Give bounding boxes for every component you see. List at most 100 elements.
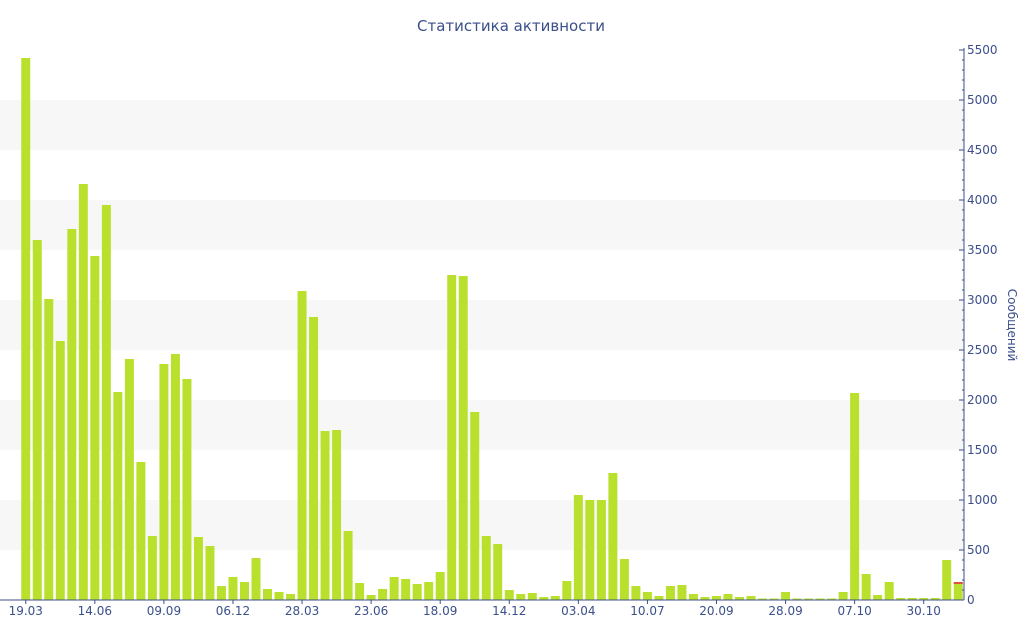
- y-axis-label: Сообщений: [1005, 289, 1019, 362]
- bar: [596, 500, 606, 600]
- bar: [78, 184, 88, 600]
- y-tick-label: 2500: [967, 343, 998, 357]
- bar: [735, 597, 744, 600]
- bar: [700, 597, 710, 600]
- grid-band: [0, 100, 964, 150]
- bar-highlight-mark: [953, 582, 963, 584]
- y-tick-label: 5500: [967, 43, 998, 57]
- bar: [769, 598, 779, 600]
- bar: [573, 495, 583, 600]
- bar: [804, 598, 814, 600]
- bar: [723, 594, 733, 600]
- bar: [781, 592, 791, 600]
- y-tick-label: 500: [967, 543, 990, 557]
- bar: [228, 577, 238, 600]
- y-tick-label: 4500: [967, 143, 998, 157]
- bar: [182, 379, 192, 600]
- x-tick-label: 10.07: [630, 604, 664, 618]
- bar: [827, 598, 837, 600]
- grid-band: [0, 300, 964, 350]
- bar: [850, 393, 860, 600]
- y-tick-label: 0: [967, 593, 975, 607]
- bar: [32, 240, 42, 600]
- bar: [562, 581, 572, 600]
- bar: [136, 462, 146, 600]
- x-tick-label: 03.04: [561, 604, 595, 618]
- bar: [838, 592, 848, 600]
- bar: [654, 596, 664, 600]
- bar: [608, 473, 618, 600]
- bar: [274, 592, 284, 600]
- bar: [792, 598, 802, 600]
- bar: [90, 256, 100, 600]
- bar: [124, 359, 134, 600]
- bar: [539, 597, 549, 600]
- bar: [101, 205, 111, 600]
- bar: [470, 412, 480, 600]
- bar: [170, 354, 180, 600]
- grid-bands: [0, 100, 964, 550]
- bar: [677, 585, 687, 600]
- bar: [516, 594, 526, 600]
- bar: [550, 596, 560, 600]
- grid-band: [0, 200, 964, 250]
- bar: [631, 586, 641, 600]
- x-tick-label: 20.09: [699, 604, 733, 618]
- bar: [205, 546, 215, 600]
- y-tick-label: 4000: [967, 193, 998, 207]
- y-tick-label: 3000: [967, 293, 998, 307]
- bar: [504, 590, 514, 600]
- bar: [665, 586, 675, 600]
- bar: [907, 598, 917, 600]
- x-tick-label: 30.10: [907, 604, 941, 618]
- bar: [527, 593, 537, 600]
- bars: [21, 58, 963, 600]
- bar: [240, 582, 249, 600]
- bar: [159, 364, 169, 600]
- x-tick-label: 19.03: [9, 604, 43, 618]
- x-tick-label: 07.10: [837, 604, 871, 618]
- bar: [585, 500, 595, 600]
- bar: [193, 537, 203, 600]
- bar: [343, 531, 353, 600]
- bar: [758, 598, 768, 600]
- bar: [389, 577, 399, 600]
- bar: [286, 594, 296, 600]
- bar: [424, 582, 434, 600]
- x-tick-label: 14.06: [78, 604, 112, 618]
- bar: [688, 594, 698, 600]
- bar: [873, 595, 883, 600]
- bar: [67, 229, 77, 600]
- bar: [953, 582, 963, 600]
- bar: [861, 574, 871, 600]
- y-tick-label: 2000: [967, 393, 998, 407]
- x-tick-label: 28.09: [768, 604, 802, 618]
- bar: [401, 579, 411, 600]
- axes: 0 500 1000 1500 2000 2500 3000 3500 4000 4500 5000…: [0, 43, 998, 618]
- bar: [884, 582, 894, 600]
- bar: [919, 598, 929, 600]
- y-tick-label: 3500: [967, 243, 998, 257]
- bar: [366, 595, 376, 600]
- x-tick-label: 18.09: [423, 604, 457, 618]
- bar: [435, 572, 445, 600]
- x-tick-label: 23.06: [354, 604, 388, 618]
- bar: [297, 291, 307, 600]
- y-tick-label: 1000: [967, 493, 998, 507]
- bar: [113, 392, 123, 600]
- x-tick-label: 14.12: [492, 604, 526, 618]
- bar: [44, 299, 54, 600]
- x-tick-label: 28.03: [285, 604, 319, 618]
- bar: [251, 558, 261, 600]
- bar: [21, 58, 31, 600]
- bar: [746, 596, 756, 600]
- bar: [55, 341, 65, 600]
- bar: [930, 598, 940, 600]
- x-tick-label: 06.12: [216, 604, 250, 618]
- bar: [309, 317, 319, 600]
- bar: [447, 275, 457, 600]
- bar: [896, 598, 906, 600]
- bar: [412, 584, 422, 600]
- chart-title: Статистика активности: [417, 17, 605, 35]
